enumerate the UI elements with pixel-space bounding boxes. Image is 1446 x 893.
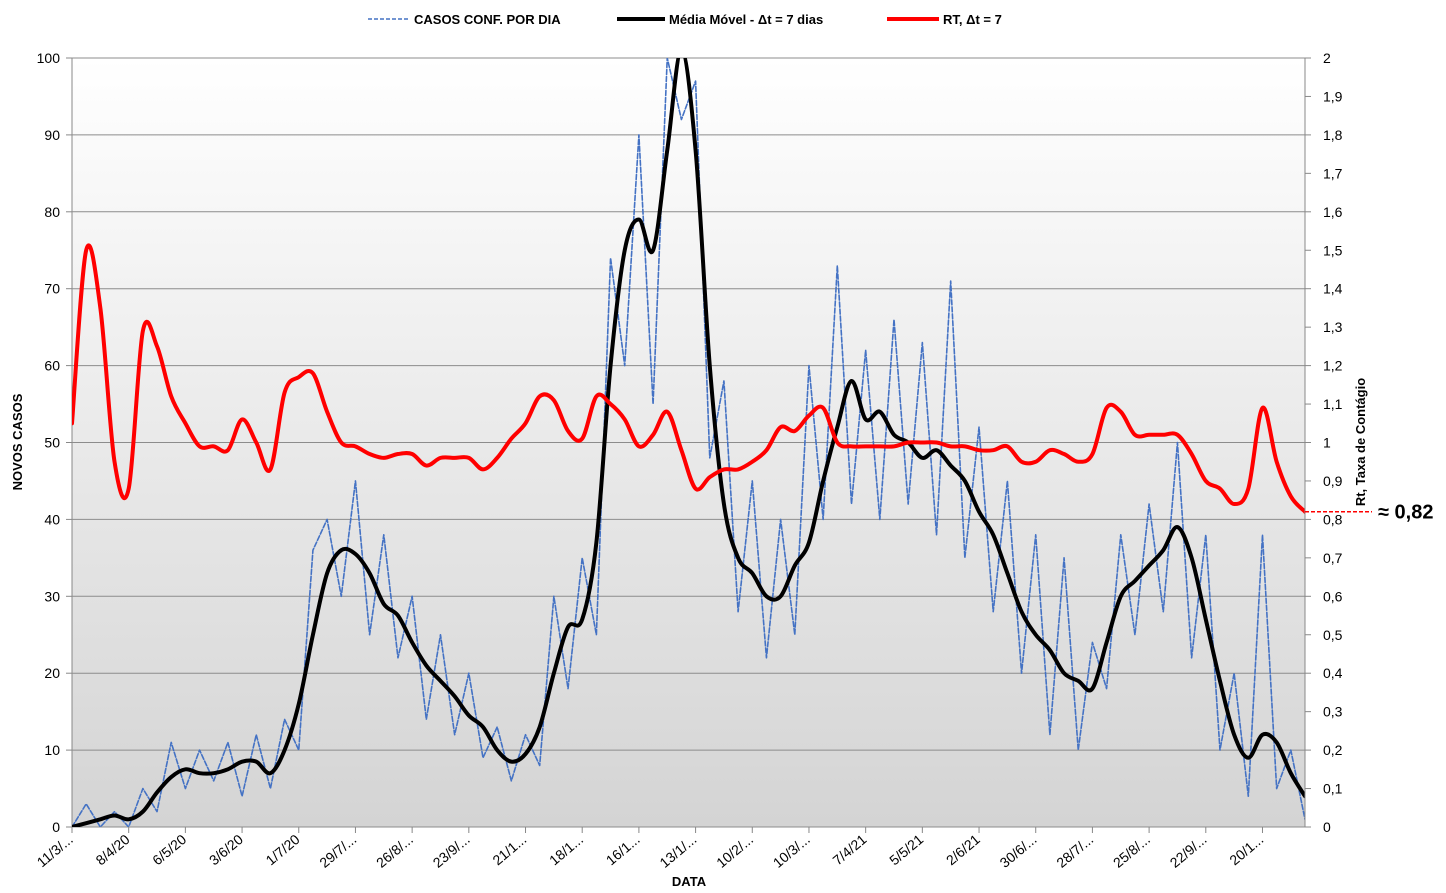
x-tick-label: 7/4/21 <box>829 831 869 868</box>
y2-tick-label: 0,2 <box>1323 742 1343 758</box>
x-tick-label: 25/8/... <box>1110 831 1153 871</box>
x-tick-label: 1/7/20 <box>263 831 303 868</box>
y2-tick-label: 0,6 <box>1323 588 1343 604</box>
x-tick-label: 10/2/... <box>713 831 756 871</box>
y2-tick-label: 0,3 <box>1323 704 1343 720</box>
y2-axis-title: Rt, Taxa de Contágio <box>1353 378 1368 506</box>
y-tick-label: 70 <box>44 281 60 297</box>
x-tick-label: 8/4/20 <box>93 831 133 868</box>
y-tick-label: 30 <box>44 588 60 604</box>
y2-tick-label: 1,7 <box>1323 165 1343 181</box>
y2-tick-label: 0 <box>1323 819 1331 835</box>
y2-tick-label: 1,1 <box>1323 396 1343 412</box>
y2-tick-label: 1,8 <box>1323 127 1343 143</box>
x-tick-label: 30/6/... <box>997 831 1040 871</box>
y-tick-label: 100 <box>37 50 61 66</box>
y-tick-label: 60 <box>44 358 60 374</box>
x-tick-label: 10/3/... <box>770 831 813 871</box>
y2-tick-label: 0,5 <box>1323 627 1343 643</box>
series-lines <box>72 58 1305 827</box>
legend-label: CASOS CONF. POR DIA <box>414 12 561 27</box>
y2-tick-label: 0,8 <box>1323 511 1343 527</box>
x-tick-label: 26/8/... <box>373 831 416 871</box>
x-tick-label: 28/7/... <box>1053 831 1096 871</box>
legend-label: Média Móvel - Δt = 7 dias <box>669 12 823 27</box>
annotation: ≈ 0,82 <box>1378 502 1433 524</box>
x-tick-label: 3/6/20 <box>206 831 246 868</box>
x-tick-label: 13/1/... <box>656 831 699 871</box>
x-tick-label: 16/1... <box>603 831 643 868</box>
y2-tick-label: 0,9 <box>1323 473 1343 489</box>
y2-tick-label: 0,1 <box>1323 781 1343 797</box>
y-tick-label: 90 <box>44 127 60 143</box>
y-tick-label: 20 <box>44 665 60 681</box>
x-tick-label: 22/9/... <box>1167 831 1210 871</box>
y-axis-title: NOVOS CASOS <box>10 393 25 490</box>
y-tick-label: 0 <box>52 819 60 835</box>
y2-tick-label: 1,2 <box>1323 358 1343 374</box>
y2-tick-label: 1,5 <box>1323 242 1343 258</box>
y-tick-label: 80 <box>44 204 60 220</box>
x-tick-label: 2/6/21 <box>943 831 983 868</box>
y-tick-label: 50 <box>44 435 60 451</box>
y2-tick-label: 0,7 <box>1323 550 1343 566</box>
x-axis-title: DATA <box>672 874 707 888</box>
legend: CASOS CONF. POR DIA Média Móvel - Δt = 7 … <box>368 12 1002 27</box>
y2-tick-label: 1,9 <box>1323 88 1343 104</box>
y-tick-label: 40 <box>44 511 60 527</box>
y2-tick-label: 1,3 <box>1323 319 1343 335</box>
y2-tick-label: 1,6 <box>1323 204 1343 220</box>
x-tick-label: 6/5/20 <box>149 831 189 868</box>
y2-tick-label: 2 <box>1323 50 1331 66</box>
y2-tick-label: 1 <box>1323 435 1331 451</box>
x-tick-label: 18/1... <box>546 831 586 868</box>
x-tick-label: 23/9/... <box>430 831 473 871</box>
series-line <box>72 243 1305 514</box>
x-tick-label: 21/1... <box>489 831 529 868</box>
x-tick-label: 11/3/... <box>34 831 76 870</box>
x-tick-label: 5/5/21 <box>886 831 926 868</box>
x-tick-label: 20/1... <box>1226 831 1266 868</box>
y-tick-label: 10 <box>44 742 60 758</box>
series-line <box>72 58 1305 827</box>
x-tick-label: 29/7/... <box>316 831 359 871</box>
legend-label: RT, Δt = 7 <box>943 12 1002 27</box>
y2-tick-label: 0,4 <box>1323 665 1343 681</box>
y2-tick-label: 1,4 <box>1323 281 1343 297</box>
